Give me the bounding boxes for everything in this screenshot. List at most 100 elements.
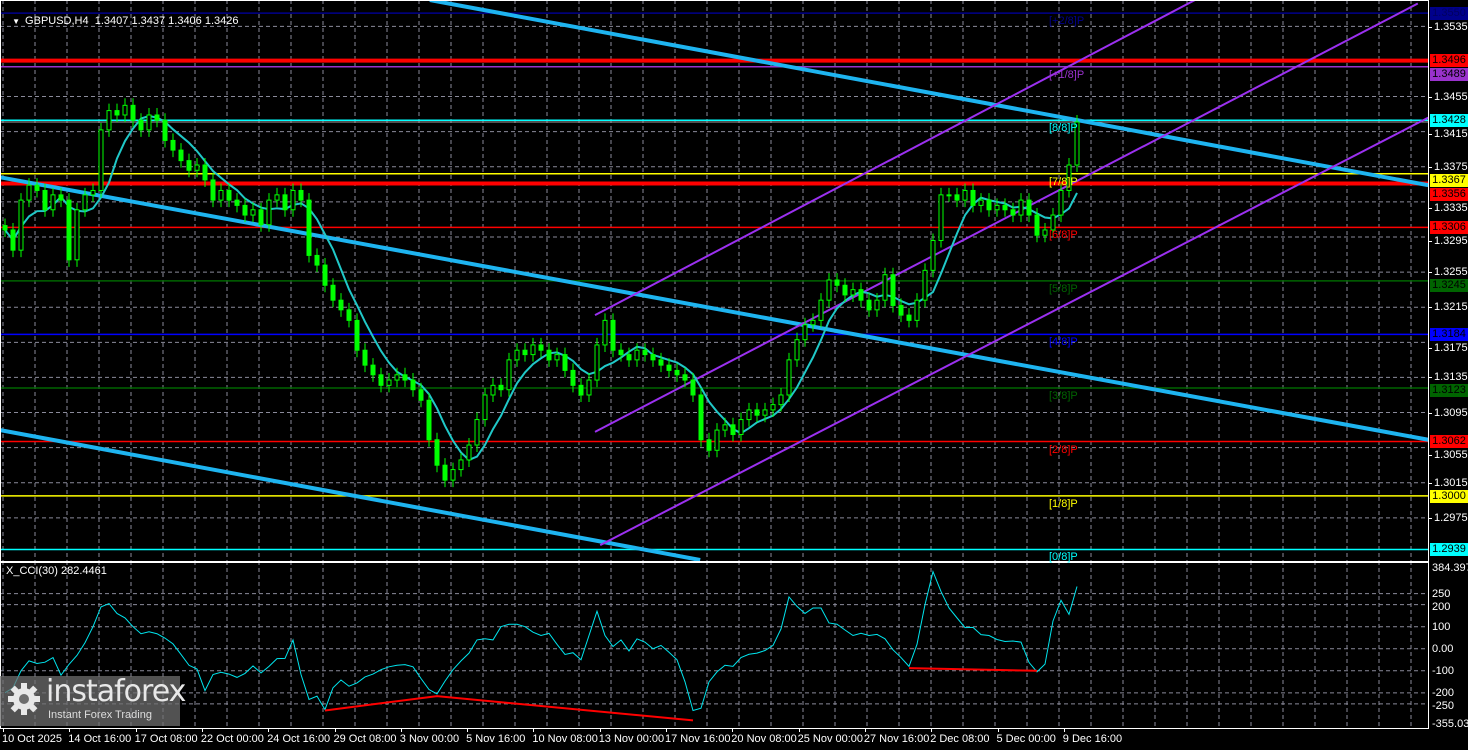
price-level-label: 1.3184 bbox=[1430, 327, 1468, 341]
candle bbox=[770, 397, 776, 417]
candle bbox=[258, 202, 264, 232]
candle-body bbox=[106, 110, 112, 131]
candle-body bbox=[218, 189, 224, 201]
candle bbox=[642, 343, 648, 362]
candle-body bbox=[730, 424, 736, 435]
price-chart[interactable] bbox=[0, 0, 1428, 561]
candle-body bbox=[602, 319, 608, 346]
candle-body bbox=[1002, 204, 1008, 211]
candle-body bbox=[426, 399, 432, 441]
price-tick-label: 1.3415 bbox=[1428, 127, 1468, 140]
candle-body bbox=[1050, 214, 1056, 231]
candle bbox=[1058, 183, 1064, 223]
collapse-triangle-icon[interactable]: ▼ bbox=[12, 17, 21, 26]
candle bbox=[210, 172, 216, 208]
candle bbox=[786, 352, 792, 403]
candle-body bbox=[418, 389, 424, 401]
candle bbox=[2, 218, 8, 237]
candle-body bbox=[578, 384, 584, 396]
candle-body bbox=[1010, 209, 1016, 216]
candle-body bbox=[634, 349, 640, 361]
time-tick-label: 24 Oct 16:00 bbox=[267, 733, 331, 745]
candle-body bbox=[458, 459, 464, 471]
candle bbox=[978, 193, 984, 213]
price-tick-label: 1.3295 bbox=[1428, 234, 1468, 247]
candle-body bbox=[866, 299, 872, 311]
candle bbox=[10, 222, 16, 258]
candle bbox=[58, 187, 64, 208]
candle-body bbox=[746, 409, 752, 421]
cci-tick-label: 0.00 bbox=[1432, 642, 1454, 655]
candle bbox=[634, 343, 640, 367]
candle-body bbox=[530, 344, 536, 356]
candle-body bbox=[370, 364, 376, 376]
candle-body bbox=[98, 129, 104, 191]
candle bbox=[946, 187, 952, 202]
time-tick-mark bbox=[135, 728, 137, 732]
price-tick-label: 1.3095 bbox=[1428, 406, 1468, 419]
candle-body bbox=[930, 240, 936, 271]
candle bbox=[722, 417, 728, 438]
time-tick-mark bbox=[334, 728, 336, 732]
candle bbox=[410, 373, 416, 397]
candle-body bbox=[1042, 229, 1048, 236]
channel-line bbox=[594, 0, 1196, 316]
candle bbox=[650, 347, 656, 367]
candle bbox=[514, 343, 520, 367]
candle bbox=[538, 337, 544, 358]
candle-body bbox=[842, 284, 848, 296]
time-tick-label: 17 Oct 08:00 bbox=[134, 733, 198, 745]
cci-indicator-label: X_CCI(30) 282.4461 bbox=[6, 565, 107, 577]
time-tick-mark bbox=[599, 728, 601, 732]
murrey-level-label: [5/8]P bbox=[1049, 282, 1078, 295]
price-tick-label: 1.3175 bbox=[1428, 341, 1468, 354]
candle-body bbox=[898, 304, 904, 316]
candle-body bbox=[810, 319, 816, 326]
cci-indicator-panel[interactable] bbox=[0, 561, 1428, 729]
candle bbox=[458, 452, 464, 477]
candle bbox=[186, 153, 192, 178]
candle-body bbox=[322, 264, 328, 286]
candle bbox=[562, 347, 568, 378]
candle bbox=[386, 373, 392, 393]
candle-body bbox=[170, 139, 176, 151]
candle-body bbox=[906, 314, 912, 321]
candle-body bbox=[450, 469, 456, 481]
time-tick-label: 14 Oct 16:00 bbox=[68, 733, 132, 745]
candle bbox=[1050, 208, 1056, 237]
candle bbox=[834, 272, 840, 293]
time-tick-label: 27 Nov 16:00 bbox=[863, 733, 930, 745]
candle-body bbox=[618, 349, 624, 356]
candle bbox=[42, 183, 48, 217]
candle-body bbox=[498, 384, 504, 391]
candle bbox=[666, 358, 672, 378]
candle-body bbox=[82, 194, 88, 211]
candle bbox=[90, 183, 96, 202]
time-tick-label: 25 Nov 00:00 bbox=[797, 733, 864, 745]
candle-body bbox=[2, 225, 8, 231]
candle-body bbox=[1018, 199, 1024, 216]
candle bbox=[898, 298, 904, 323]
candle bbox=[346, 302, 352, 328]
candle bbox=[962, 183, 968, 208]
cci-tick-label: -200 bbox=[1432, 686, 1455, 699]
candle bbox=[282, 187, 288, 217]
time-tick-label: 13 Nov 00:00 bbox=[598, 733, 665, 745]
candle-body bbox=[714, 429, 720, 451]
murrey-level-label: [8/8]P bbox=[1049, 122, 1078, 135]
time-tick-mark bbox=[798, 728, 800, 732]
candle bbox=[522, 343, 528, 362]
candle bbox=[450, 462, 456, 488]
candle bbox=[26, 178, 32, 208]
candle bbox=[114, 103, 120, 123]
price-tick-label: 1.3055 bbox=[1428, 449, 1468, 461]
candle-body bbox=[402, 374, 408, 381]
candle-body bbox=[34, 184, 40, 191]
candle-body bbox=[682, 374, 688, 381]
candle-body bbox=[754, 409, 760, 416]
time-tick-label: 10 Nov 08:00 bbox=[532, 733, 598, 745]
candle bbox=[290, 183, 296, 217]
candle bbox=[658, 352, 664, 373]
candle-body bbox=[50, 194, 56, 211]
candle-body bbox=[290, 189, 296, 211]
